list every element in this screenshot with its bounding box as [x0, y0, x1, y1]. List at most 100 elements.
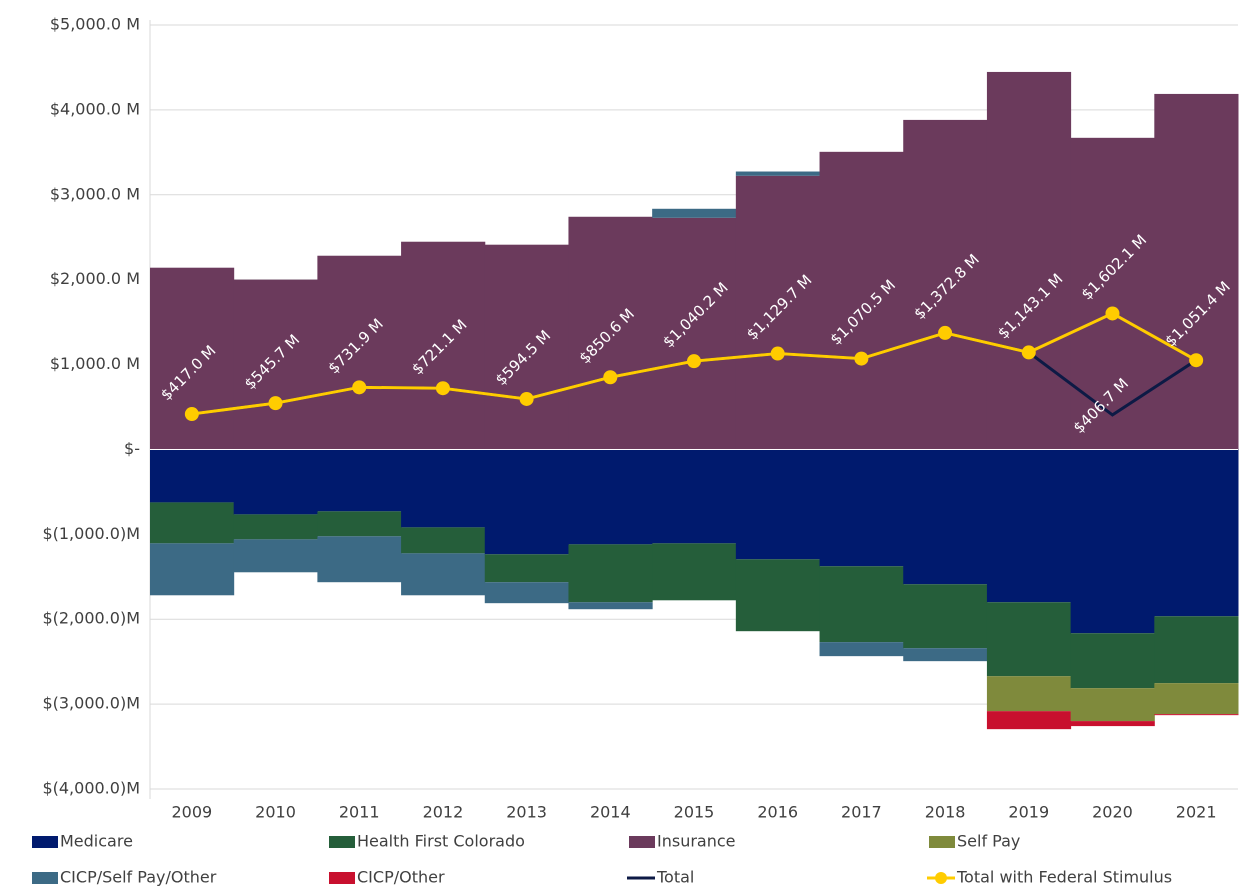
bar	[819, 449, 904, 567]
bar	[652, 208, 737, 218]
y-tick-label: $(4,000.0)M	[42, 779, 140, 798]
line-marker	[603, 370, 618, 385]
bar	[484, 582, 569, 604]
bar	[819, 566, 904, 643]
line-marker	[687, 354, 701, 369]
bar	[401, 241, 486, 450]
bar	[1154, 714, 1239, 716]
bar	[317, 255, 402, 450]
bar	[819, 151, 904, 450]
bar	[317, 511, 402, 537]
legend-label: Self Pay	[957, 832, 1020, 851]
bar	[150, 543, 235, 596]
legend-label: Total	[656, 868, 694, 887]
bar	[150, 502, 235, 544]
bar	[903, 449, 988, 585]
y-tick-label: $4,000.0 M	[50, 99, 140, 118]
x-tick-label: 2011	[339, 803, 380, 822]
bar	[1154, 616, 1239, 684]
bar	[1154, 93, 1239, 450]
x-tick-label: 2021	[1176, 803, 1217, 822]
legend-marker	[935, 872, 947, 884]
bar	[568, 544, 653, 603]
bar	[317, 449, 402, 512]
line-marker	[184, 407, 199, 422]
bar	[986, 71, 1072, 450]
legend-label: CICP/Other	[357, 868, 445, 887]
legend-swatch	[329, 872, 355, 884]
x-tick-label: 2010	[255, 803, 296, 822]
bar	[986, 602, 1072, 677]
y-tick-label: $1,000.0 M	[50, 354, 140, 373]
legend-swatch	[32, 836, 58, 848]
legend-label: Health First Colorado	[357, 832, 525, 851]
bar	[401, 553, 486, 596]
bars	[150, 71, 1239, 730]
x-tick-label: 2015	[674, 803, 715, 822]
bar	[903, 119, 988, 450]
lines	[150, 306, 1238, 450]
line-marker	[854, 351, 869, 366]
bar	[484, 449, 569, 555]
bar	[233, 514, 318, 540]
y-tick-label: $-	[124, 439, 140, 458]
legend-label: Total with Federal Stimulus	[956, 868, 1172, 887]
line-marker	[1105, 306, 1120, 321]
x-tick-label: 2017	[841, 803, 882, 822]
bar	[652, 449, 737, 544]
line-marker	[938, 325, 953, 340]
x-tick-label: 2012	[423, 803, 464, 822]
bar	[484, 244, 569, 450]
legend-swatch	[629, 836, 655, 848]
legend-label: Medicare	[60, 832, 133, 851]
x-tick-label: 2019	[1008, 803, 1049, 822]
bar	[1070, 633, 1155, 689]
bar	[1070, 688, 1155, 722]
bar	[150, 449, 235, 503]
legend-label: CICP/Self Pay/Other	[60, 868, 217, 887]
line-marker	[1021, 345, 1036, 360]
bar	[986, 711, 1072, 730]
bar	[568, 449, 653, 545]
y-tick-label: $5,000.0 M	[50, 15, 140, 34]
x-tick-label: 2020	[1092, 803, 1133, 822]
x-tick-label: 2013	[506, 803, 547, 822]
bar	[233, 279, 318, 450]
x-tick-label: 2014	[590, 803, 631, 822]
bar	[1070, 449, 1155, 634]
legend-label: Insurance	[657, 832, 736, 851]
x-tick-label: 2009	[171, 803, 212, 822]
bar	[317, 536, 402, 583]
y-tick-label: $(2,000.0)M	[42, 609, 140, 628]
legend-swatch	[32, 872, 58, 884]
line-marker	[519, 391, 534, 406]
line-marker	[435, 381, 450, 396]
bar	[903, 584, 988, 649]
bar	[568, 602, 653, 610]
bar	[401, 449, 486, 528]
legend-swatch	[329, 836, 355, 848]
bar	[568, 216, 653, 450]
bar	[1154, 449, 1239, 617]
line-marker	[770, 346, 785, 361]
bar	[484, 554, 569, 583]
line-marker	[352, 380, 367, 395]
bar	[652, 217, 737, 450]
bar	[986, 449, 1072, 603]
bar	[1070, 721, 1155, 727]
y-tick-label: $3,000.0 M	[50, 184, 140, 203]
bar	[735, 449, 821, 560]
bar	[233, 539, 318, 573]
x-tick-label: 2018	[925, 803, 966, 822]
bar	[233, 449, 318, 515]
bar	[652, 543, 737, 601]
bar	[986, 676, 1072, 712]
line-marker	[268, 396, 283, 411]
bar	[735, 559, 821, 632]
y-tick-label: $2,000.0 M	[50, 269, 140, 288]
bar	[819, 642, 904, 657]
bar	[735, 175, 821, 450]
y-tick-label: $(1,000.0)M	[42, 524, 140, 543]
bar	[735, 171, 821, 176]
